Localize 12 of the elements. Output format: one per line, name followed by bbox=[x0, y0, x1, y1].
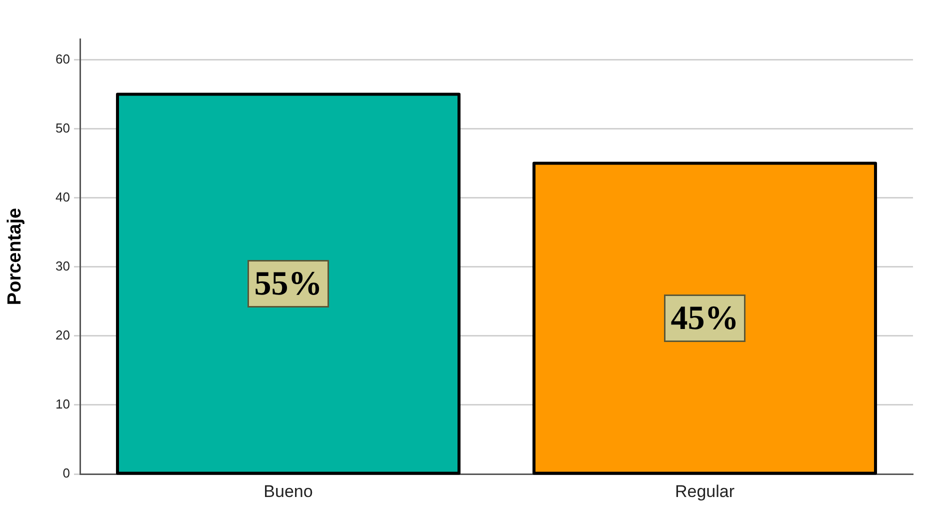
data-label: 55% bbox=[254, 266, 322, 303]
y-tick-label: 60 bbox=[56, 51, 70, 66]
y-tick-label: 30 bbox=[56, 258, 70, 274]
y-tick-label: 10 bbox=[56, 396, 70, 412]
y-tick-label: 20 bbox=[56, 327, 70, 342]
y-tick-label: 50 bbox=[56, 120, 70, 136]
y-tick-label: 40 bbox=[56, 189, 70, 204]
x-tick-label: Regular bbox=[674, 482, 735, 501]
y-axis-title: Porcentaje bbox=[4, 208, 26, 306]
data-label: 45% bbox=[670, 300, 739, 338]
y-tick-label: 0 bbox=[62, 466, 70, 481]
x-tick-label: Bueno bbox=[264, 482, 313, 501]
